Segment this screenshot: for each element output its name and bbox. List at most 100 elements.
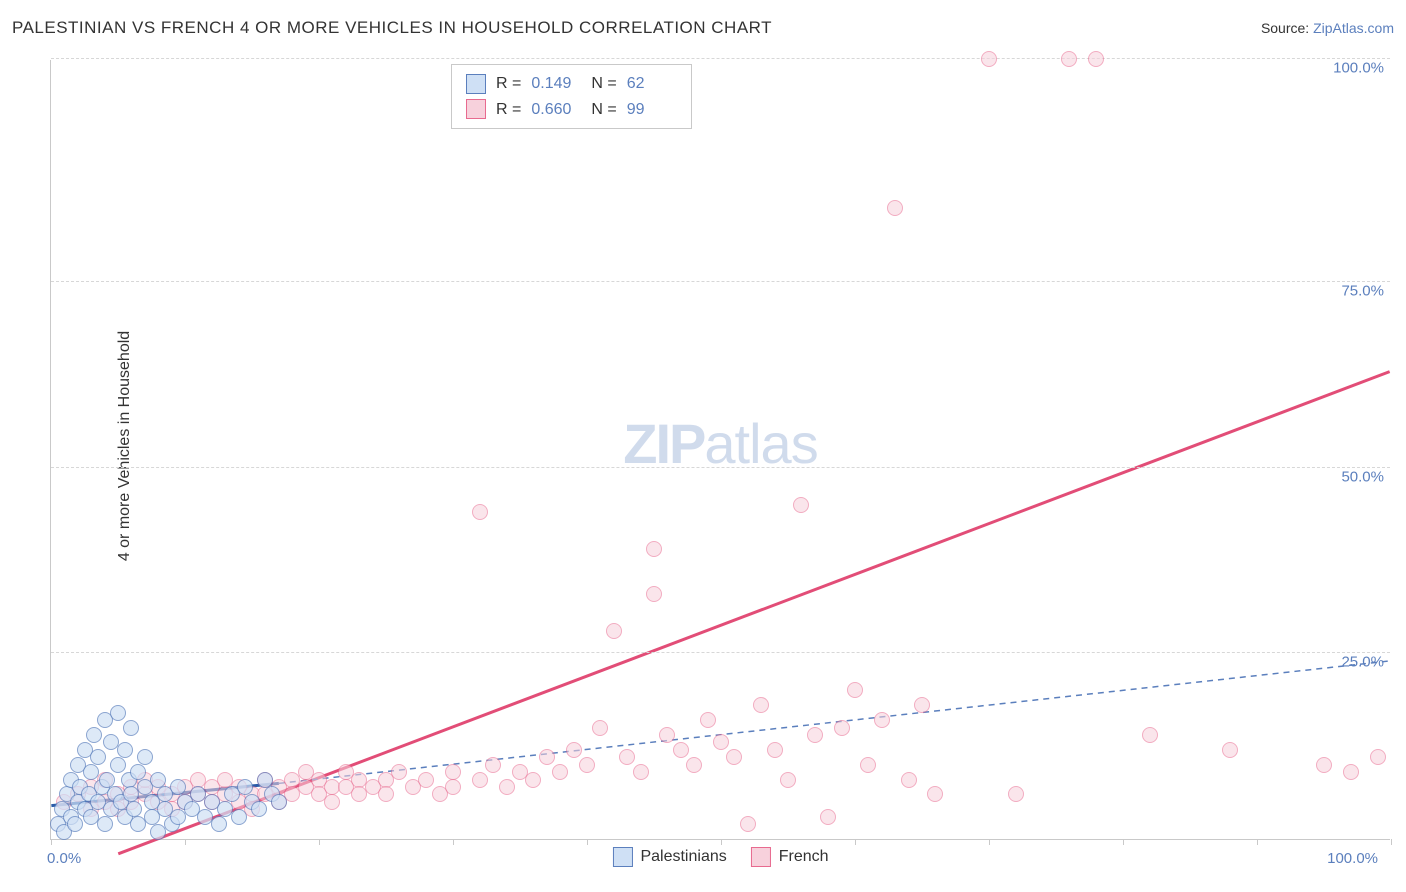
y-tick-label: 100.0% [1333,60,1384,77]
data-point [86,727,102,743]
data-point [1316,757,1332,773]
data-point [472,772,488,788]
r-label-1: R = [496,71,521,97]
data-point [110,705,126,721]
data-point [110,757,126,773]
x-tick [1391,839,1392,845]
x-tick [185,839,186,845]
data-point [539,749,555,765]
data-point [820,809,836,825]
data-point [67,816,83,832]
data-point [566,742,582,758]
data-point [257,772,273,788]
data-point [981,51,997,67]
data-point [659,727,675,743]
y-tick-label: 25.0% [1341,654,1384,671]
data-point [927,786,943,802]
source-link[interactable]: ZipAtlas.com [1313,20,1394,36]
data-point [231,809,247,825]
data-point [834,720,850,736]
n-value-1: 62 [627,71,677,97]
data-point [251,801,267,817]
data-point [445,764,461,780]
r-value-2: 0.660 [531,97,581,123]
origin-label: 0.0% [47,850,81,867]
data-point [150,772,166,788]
x-tick [453,839,454,845]
data-point [117,742,133,758]
x-tick [1123,839,1124,845]
chart-title: PALESTINIAN VS FRENCH 4 OR MORE VEHICLES… [12,18,772,38]
data-point [1061,51,1077,67]
data-point [123,720,139,736]
scatter-plot: ZIPatlas R = 0.149 N = 62 R = 0.660 N = … [50,60,1390,840]
data-point [1088,51,1104,67]
source-label: Source: [1261,20,1313,36]
data-point [130,764,146,780]
data-point [592,720,608,736]
y-tick-label: 75.0% [1341,282,1384,299]
x-tick [721,839,722,845]
data-point [901,772,917,788]
swatch-palestinians [466,74,486,94]
data-point [767,742,783,758]
x-tick [51,839,52,845]
trend-lines [51,60,1390,839]
legend-item-french: French [751,847,829,867]
data-point [525,772,541,788]
gridline [51,467,1390,468]
chart-header: PALESTINIAN VS FRENCH 4 OR MORE VEHICLES… [12,18,1394,38]
data-point [780,772,796,788]
data-point [753,697,769,713]
data-point [90,749,106,765]
data-point [874,712,890,728]
n-label-2: N = [591,97,616,123]
x-tick [1257,839,1258,845]
data-point [606,623,622,639]
legend-swatch-french [751,847,771,867]
gridline [51,58,1390,59]
data-point [673,742,689,758]
data-point [137,749,153,765]
watermark-atlas: atlas [704,412,817,475]
data-point [1222,742,1238,758]
bottom-legend: Palestinians French [612,847,828,867]
data-point [126,801,142,817]
r-value-1: 0.149 [531,71,581,97]
data-point [324,794,340,810]
data-point [807,727,823,743]
stats-row-french: R = 0.660 N = 99 [466,97,677,123]
data-point [271,794,287,810]
data-point [860,757,876,773]
data-point [418,772,434,788]
data-point [499,779,515,795]
data-point [633,764,649,780]
data-point [793,497,809,513]
data-point [378,786,394,802]
data-point [445,779,461,795]
data-point [686,757,702,773]
x-tick [319,839,320,845]
data-point [619,749,635,765]
data-point [97,816,113,832]
data-point [1343,764,1359,780]
data-point [646,586,662,602]
legend-label-french: French [779,848,829,866]
watermark-zip: ZIP [623,412,704,475]
legend-label-palestinians: Palestinians [640,848,726,866]
data-point [237,779,253,795]
data-point [887,200,903,216]
legend-swatch-palestinians [612,847,632,867]
data-point [391,764,407,780]
data-point [1370,749,1386,765]
data-point [1008,786,1024,802]
data-point [485,757,501,773]
data-point [726,749,742,765]
data-point [914,697,930,713]
data-point [472,504,488,520]
data-point [552,764,568,780]
n-value-2: 99 [627,97,677,123]
y-tick-label: 50.0% [1341,468,1384,485]
chart-source: Source: ZipAtlas.com [1261,20,1394,36]
n-label-1: N = [591,71,616,97]
